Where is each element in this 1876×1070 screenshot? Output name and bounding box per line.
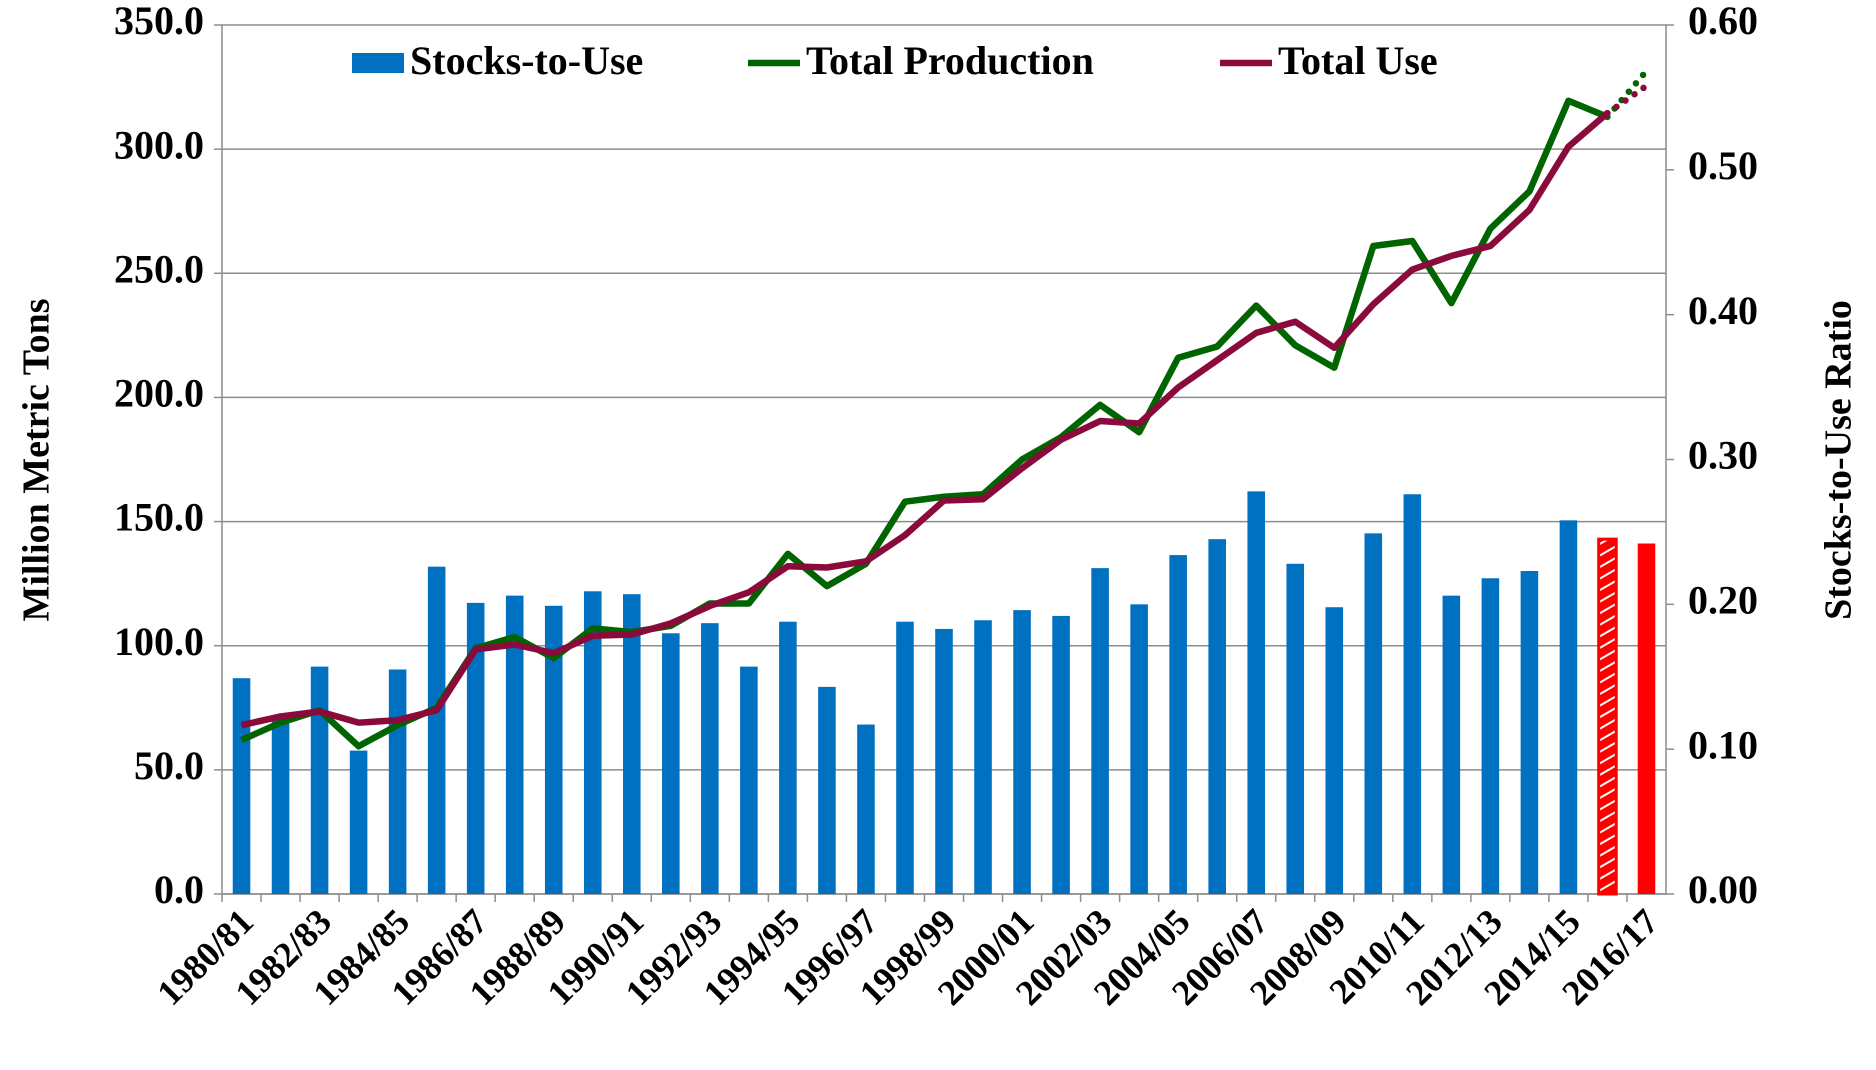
bar xyxy=(779,621,797,894)
bar xyxy=(896,621,914,894)
y-tick-label: 0.0 xyxy=(154,867,204,912)
bar xyxy=(1286,563,1305,894)
bar xyxy=(1130,604,1148,894)
y-tick-label: 200.0 xyxy=(114,371,204,416)
bar xyxy=(1442,595,1461,894)
y2-tick-label: 0.00 xyxy=(1688,867,1758,912)
y2-tick-label: 0.30 xyxy=(1688,433,1758,478)
y-axis-title: Million Metric Tons xyxy=(16,299,58,622)
bar xyxy=(1169,555,1187,894)
y2-axis-title: Stocks-to-Use Ratio xyxy=(1818,300,1860,620)
line-projection xyxy=(1604,67,1650,121)
bar xyxy=(544,605,563,894)
bar xyxy=(1325,607,1344,894)
bar xyxy=(583,591,602,894)
bar xyxy=(466,602,485,894)
line-projection xyxy=(1604,82,1650,117)
y-tick-label: 300.0 xyxy=(114,122,204,167)
legend-label: Total Use xyxy=(1278,38,1438,83)
bar xyxy=(623,594,641,894)
bar xyxy=(1247,491,1265,894)
bar xyxy=(232,678,251,894)
bar xyxy=(1091,568,1109,894)
line xyxy=(240,110,1610,729)
y-tick-label: 100.0 xyxy=(114,619,204,664)
bar xyxy=(1052,615,1070,894)
bar xyxy=(310,666,329,894)
y-tick-label: 350.0 xyxy=(114,0,204,43)
bar xyxy=(1364,533,1383,894)
bar xyxy=(1208,539,1226,894)
bar xyxy=(662,633,680,894)
bar xyxy=(857,724,875,894)
bar xyxy=(1597,537,1618,896)
bar xyxy=(1481,578,1500,894)
y2-tick-label: 0.20 xyxy=(1688,578,1758,623)
y2-tick-label: 0.10 xyxy=(1688,722,1758,767)
bar xyxy=(388,669,407,894)
y2-tick-label: 0.60 xyxy=(1688,0,1758,43)
bar xyxy=(427,566,446,894)
bar xyxy=(271,720,290,894)
bar xyxy=(1403,494,1422,894)
y-tick-label: 50.0 xyxy=(134,743,204,788)
bar xyxy=(740,666,758,894)
y2-tick-label: 0.40 xyxy=(1688,288,1758,333)
bar xyxy=(935,628,953,894)
bar xyxy=(349,750,368,894)
y-tick-label: 150.0 xyxy=(114,495,204,540)
legend-swatch xyxy=(352,53,404,73)
line xyxy=(240,97,1609,750)
bar xyxy=(1520,571,1539,894)
bar xyxy=(505,595,524,894)
bar xyxy=(1013,610,1031,894)
bar xyxy=(818,686,836,894)
bar xyxy=(1559,520,1578,894)
legend-label: Stocks-to-Use xyxy=(410,38,643,83)
legend-label: Total Production xyxy=(806,38,1094,83)
bar xyxy=(1637,543,1656,894)
bar xyxy=(974,620,992,894)
bar xyxy=(701,623,719,894)
y-tick-label: 250.0 xyxy=(114,246,204,291)
y2-tick-label: 0.50 xyxy=(1688,143,1758,188)
